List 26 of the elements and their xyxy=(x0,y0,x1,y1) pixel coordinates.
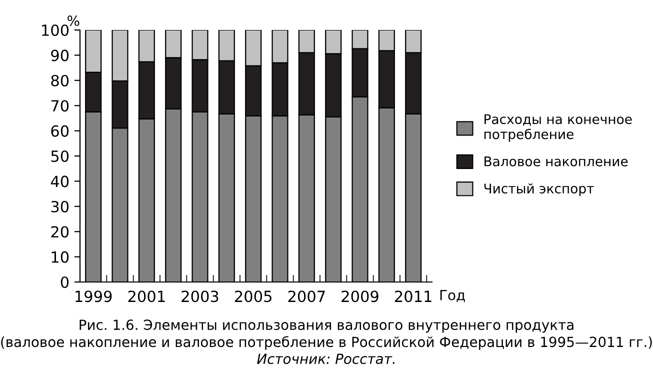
y-tick-label: 80 xyxy=(51,74,69,86)
y-tick-label: 10 xyxy=(52,251,69,263)
x-axis-title: Год xyxy=(440,290,465,302)
x-tick-label: 2007 xyxy=(288,290,325,302)
text: Источник: Росстат. xyxy=(257,354,394,364)
x-tick-label: 2003 xyxy=(182,290,218,302)
x-tick-label: 2009 xyxy=(342,290,378,302)
x-tick-label: 1999 xyxy=(76,290,112,302)
text: (валовое накопление и валовое потребление в Российской Федерации в 1995—2011 гг.) xyxy=(1,336,652,350)
y-tick-label: 30 xyxy=(51,200,69,212)
y-tick-label: 90 xyxy=(51,50,69,62)
y-tick-label: 70 xyxy=(51,100,69,112)
y-tick-label: 60 xyxy=(51,125,69,137)
text: Рис. 1.6. Элементы использования валового внутреннего продукта xyxy=(80,320,574,333)
y-tick-label: 100 xyxy=(42,24,69,36)
legend-label: Расходы на конечное потребление xyxy=(484,114,632,142)
y-tick-label: 20 xyxy=(51,226,69,238)
legend-label: Чистый экспорт xyxy=(484,183,594,196)
y-axis-title: % xyxy=(68,16,80,26)
legend-label: Валовое накопление xyxy=(484,156,628,166)
x-tick-label: 2011 xyxy=(395,290,432,302)
y-tick-label: 0 xyxy=(60,276,69,288)
x-tick-label: 2001 xyxy=(128,290,165,302)
x-tick-label: 2005 xyxy=(235,290,272,302)
y-tick-label: 40 xyxy=(50,176,69,188)
y-tick-label: 50 xyxy=(51,150,69,162)
